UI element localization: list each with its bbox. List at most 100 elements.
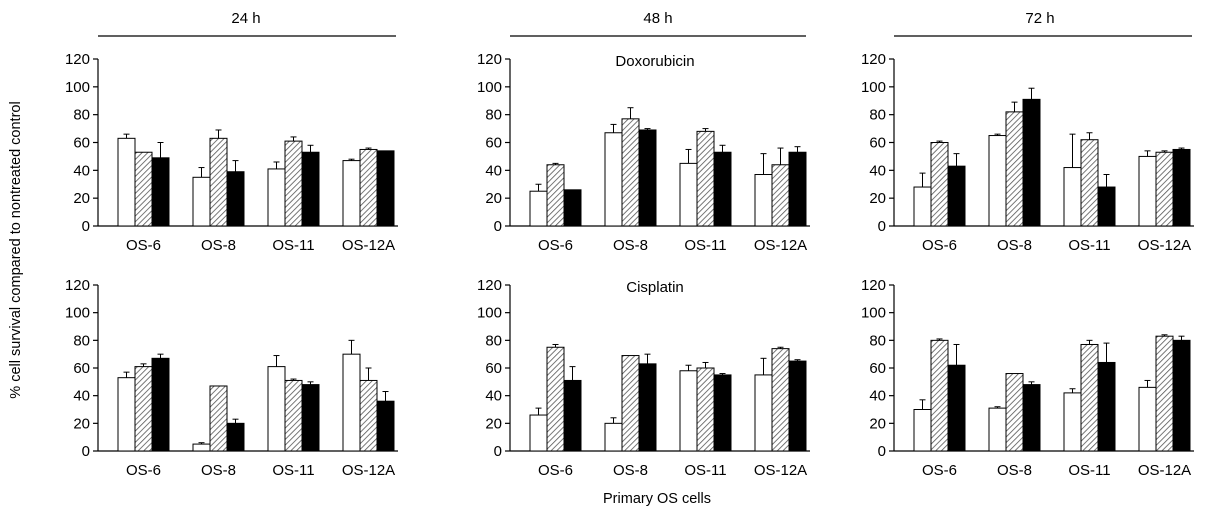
bar <box>679 370 698 452</box>
x-tick-label: OS-11 <box>684 462 726 479</box>
y-tick-label: 120 <box>477 51 502 68</box>
y-tick-label: 60 <box>485 360 502 377</box>
bar <box>1022 384 1041 452</box>
bar <box>192 176 211 227</box>
bar <box>1022 98 1041 227</box>
bar <box>117 377 136 452</box>
y-tick-label: 20 <box>73 415 90 432</box>
panel-doxorubicin-48h: 0 20 40 60 80 100 120 OS-6 OS-8 OS-11 OS-12A <box>477 51 810 254</box>
bar <box>696 367 715 452</box>
bar <box>754 174 773 227</box>
bar <box>342 353 361 452</box>
y-tick-label: 100 <box>861 79 886 96</box>
y-tick-label: 80 <box>869 107 886 124</box>
y-tick-label: 40 <box>869 162 886 179</box>
y-tick-label: 40 <box>73 162 90 179</box>
panel-doxorubicin-24h: 0 20 40 60 80 100 120 OS-6 OS-8 OS-11 OS-12A <box>65 51 398 254</box>
panel-cisplatin-48h: 0 20 40 60 80 100 120 OS-6 OS-8 OS-11 OS-12A <box>477 277 810 479</box>
bar <box>930 339 949 452</box>
bar <box>342 160 361 227</box>
y-tick-label: 120 <box>65 51 90 68</box>
bar <box>947 165 966 227</box>
y-tick-label: 0 <box>878 218 886 235</box>
drug-label-cisplatin: Cisplatin <box>626 279 684 296</box>
y-tick-label: 60 <box>73 360 90 377</box>
panel-cisplatin-72h: 0 20 40 60 80 100 120 OS-6 OS-8 OS-11 OS-12A <box>861 277 1194 479</box>
x-tick-label: OS-6 <box>126 462 161 479</box>
x-tick-label: OS-6 <box>922 462 957 479</box>
bar <box>788 360 807 452</box>
y-tick-label: 0 <box>82 218 90 235</box>
bar <box>134 366 153 452</box>
bar <box>209 137 228 227</box>
x-tick-label: OS-8 <box>201 237 236 254</box>
y-tick-label: 20 <box>485 190 502 207</box>
y-tick-label: 0 <box>82 443 90 460</box>
y-tick-label: 20 <box>485 415 502 432</box>
x-tick-label: OS-12A <box>754 462 807 479</box>
bar <box>226 171 245 227</box>
y-tick-label: 100 <box>861 305 886 322</box>
x-tick-label: OS-11 <box>1068 237 1110 254</box>
bar <box>1155 151 1174 227</box>
y-tick-label: 120 <box>861 277 886 294</box>
x-axis-title: Primary OS cells <box>603 491 711 506</box>
bar <box>376 400 395 452</box>
x-tick-label: OS-8 <box>613 462 648 479</box>
x-tick-label: OS-12A <box>342 237 395 254</box>
y-tick-label: 80 <box>485 332 502 349</box>
y-tick-label: 40 <box>73 388 90 405</box>
y-tick-label: 40 <box>485 162 502 179</box>
y-tick-label: 120 <box>65 277 90 294</box>
bar <box>267 168 286 227</box>
y-tick-label: 80 <box>485 107 502 124</box>
bar <box>546 164 565 227</box>
time-label-48h: 48 h <box>643 10 672 27</box>
time-label-24h: 24 h <box>231 10 260 27</box>
chart-panels: 0 20 40 60 80 100 120 OS-6 OS-8 OS-11 OS-12A 0 20 40 6… <box>65 51 1194 479</box>
x-tick-label: OS-6 <box>126 237 161 254</box>
bar <box>529 190 548 227</box>
x-tick-label: OS-11 <box>272 237 314 254</box>
bar <box>284 379 303 452</box>
bar <box>1005 373 1024 452</box>
y-tick-label: 40 <box>869 388 886 405</box>
bar <box>209 385 228 452</box>
bar <box>1080 139 1099 227</box>
bar <box>713 374 732 452</box>
bar <box>788 151 807 227</box>
bar <box>1138 155 1157 227</box>
bar <box>754 374 773 452</box>
y-tick-label: 80 <box>73 107 90 124</box>
bar <box>563 379 582 452</box>
y-tick-label: 120 <box>861 51 886 68</box>
x-tick-label: OS-8 <box>201 462 236 479</box>
x-tick-label: OS-8 <box>997 237 1032 254</box>
bar <box>529 414 548 452</box>
bar <box>604 422 623 452</box>
bar <box>679 162 698 227</box>
bar <box>1063 392 1082 452</box>
y-tick-label: 60 <box>869 360 886 377</box>
y-tick-label: 0 <box>494 218 502 235</box>
bar <box>1172 339 1191 452</box>
bar <box>988 407 1007 452</box>
drug-label-doxorubicin: Doxorubicin <box>615 53 694 70</box>
x-tick-label: OS-12A <box>342 462 395 479</box>
x-tick-label: OS-12A <box>1138 237 1191 254</box>
y-tick-label: 100 <box>65 79 90 96</box>
bar <box>1138 386 1157 452</box>
bar <box>301 151 320 227</box>
y-axis-title: % cell survival compared to nontreated c… <box>8 101 24 398</box>
bar <box>359 379 378 452</box>
bar <box>301 384 320 452</box>
y-tick-label: 20 <box>73 190 90 207</box>
bar <box>604 132 623 227</box>
panel-cisplatin-24h: 0 20 40 60 80 100 120 OS-6 OS-8 OS-11 OS-12A <box>65 277 398 479</box>
bar <box>1097 186 1116 227</box>
x-tick-label: OS-6 <box>538 237 573 254</box>
bar <box>696 130 715 227</box>
x-tick-label: OS-11 <box>272 462 314 479</box>
bar <box>771 164 790 227</box>
bar <box>1080 343 1099 452</box>
